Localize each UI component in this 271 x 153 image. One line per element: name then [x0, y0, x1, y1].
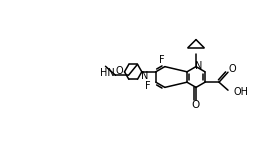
Text: N: N — [195, 61, 203, 71]
Text: HN: HN — [100, 68, 114, 78]
Text: F: F — [159, 55, 165, 65]
Text: O: O — [228, 64, 236, 74]
Text: OH: OH — [234, 87, 249, 97]
Text: O: O — [116, 66, 123, 76]
Text: N: N — [141, 71, 149, 81]
Text: F: F — [145, 81, 151, 91]
Text: O: O — [192, 100, 200, 110]
